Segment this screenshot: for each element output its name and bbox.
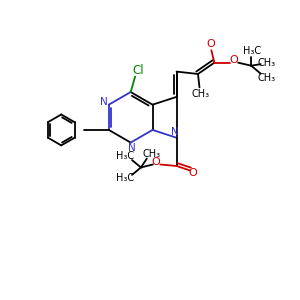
- Text: O: O: [206, 39, 215, 49]
- Text: N: N: [128, 143, 135, 153]
- Text: H₃C: H₃C: [116, 173, 134, 183]
- Text: O: O: [230, 55, 239, 65]
- Text: CH₃: CH₃: [142, 149, 160, 159]
- Text: Cl: Cl: [132, 64, 144, 76]
- Text: CH₃: CH₃: [258, 73, 276, 82]
- Text: CH₃: CH₃: [192, 89, 210, 99]
- Text: H₃C: H₃C: [243, 46, 261, 56]
- Text: O: O: [152, 157, 160, 166]
- Text: H₃C: H₃C: [116, 152, 134, 161]
- Text: CH₃: CH₃: [258, 58, 276, 68]
- Text: N: N: [100, 97, 107, 107]
- Text: N: N: [171, 128, 179, 137]
- Text: O: O: [189, 167, 197, 178]
